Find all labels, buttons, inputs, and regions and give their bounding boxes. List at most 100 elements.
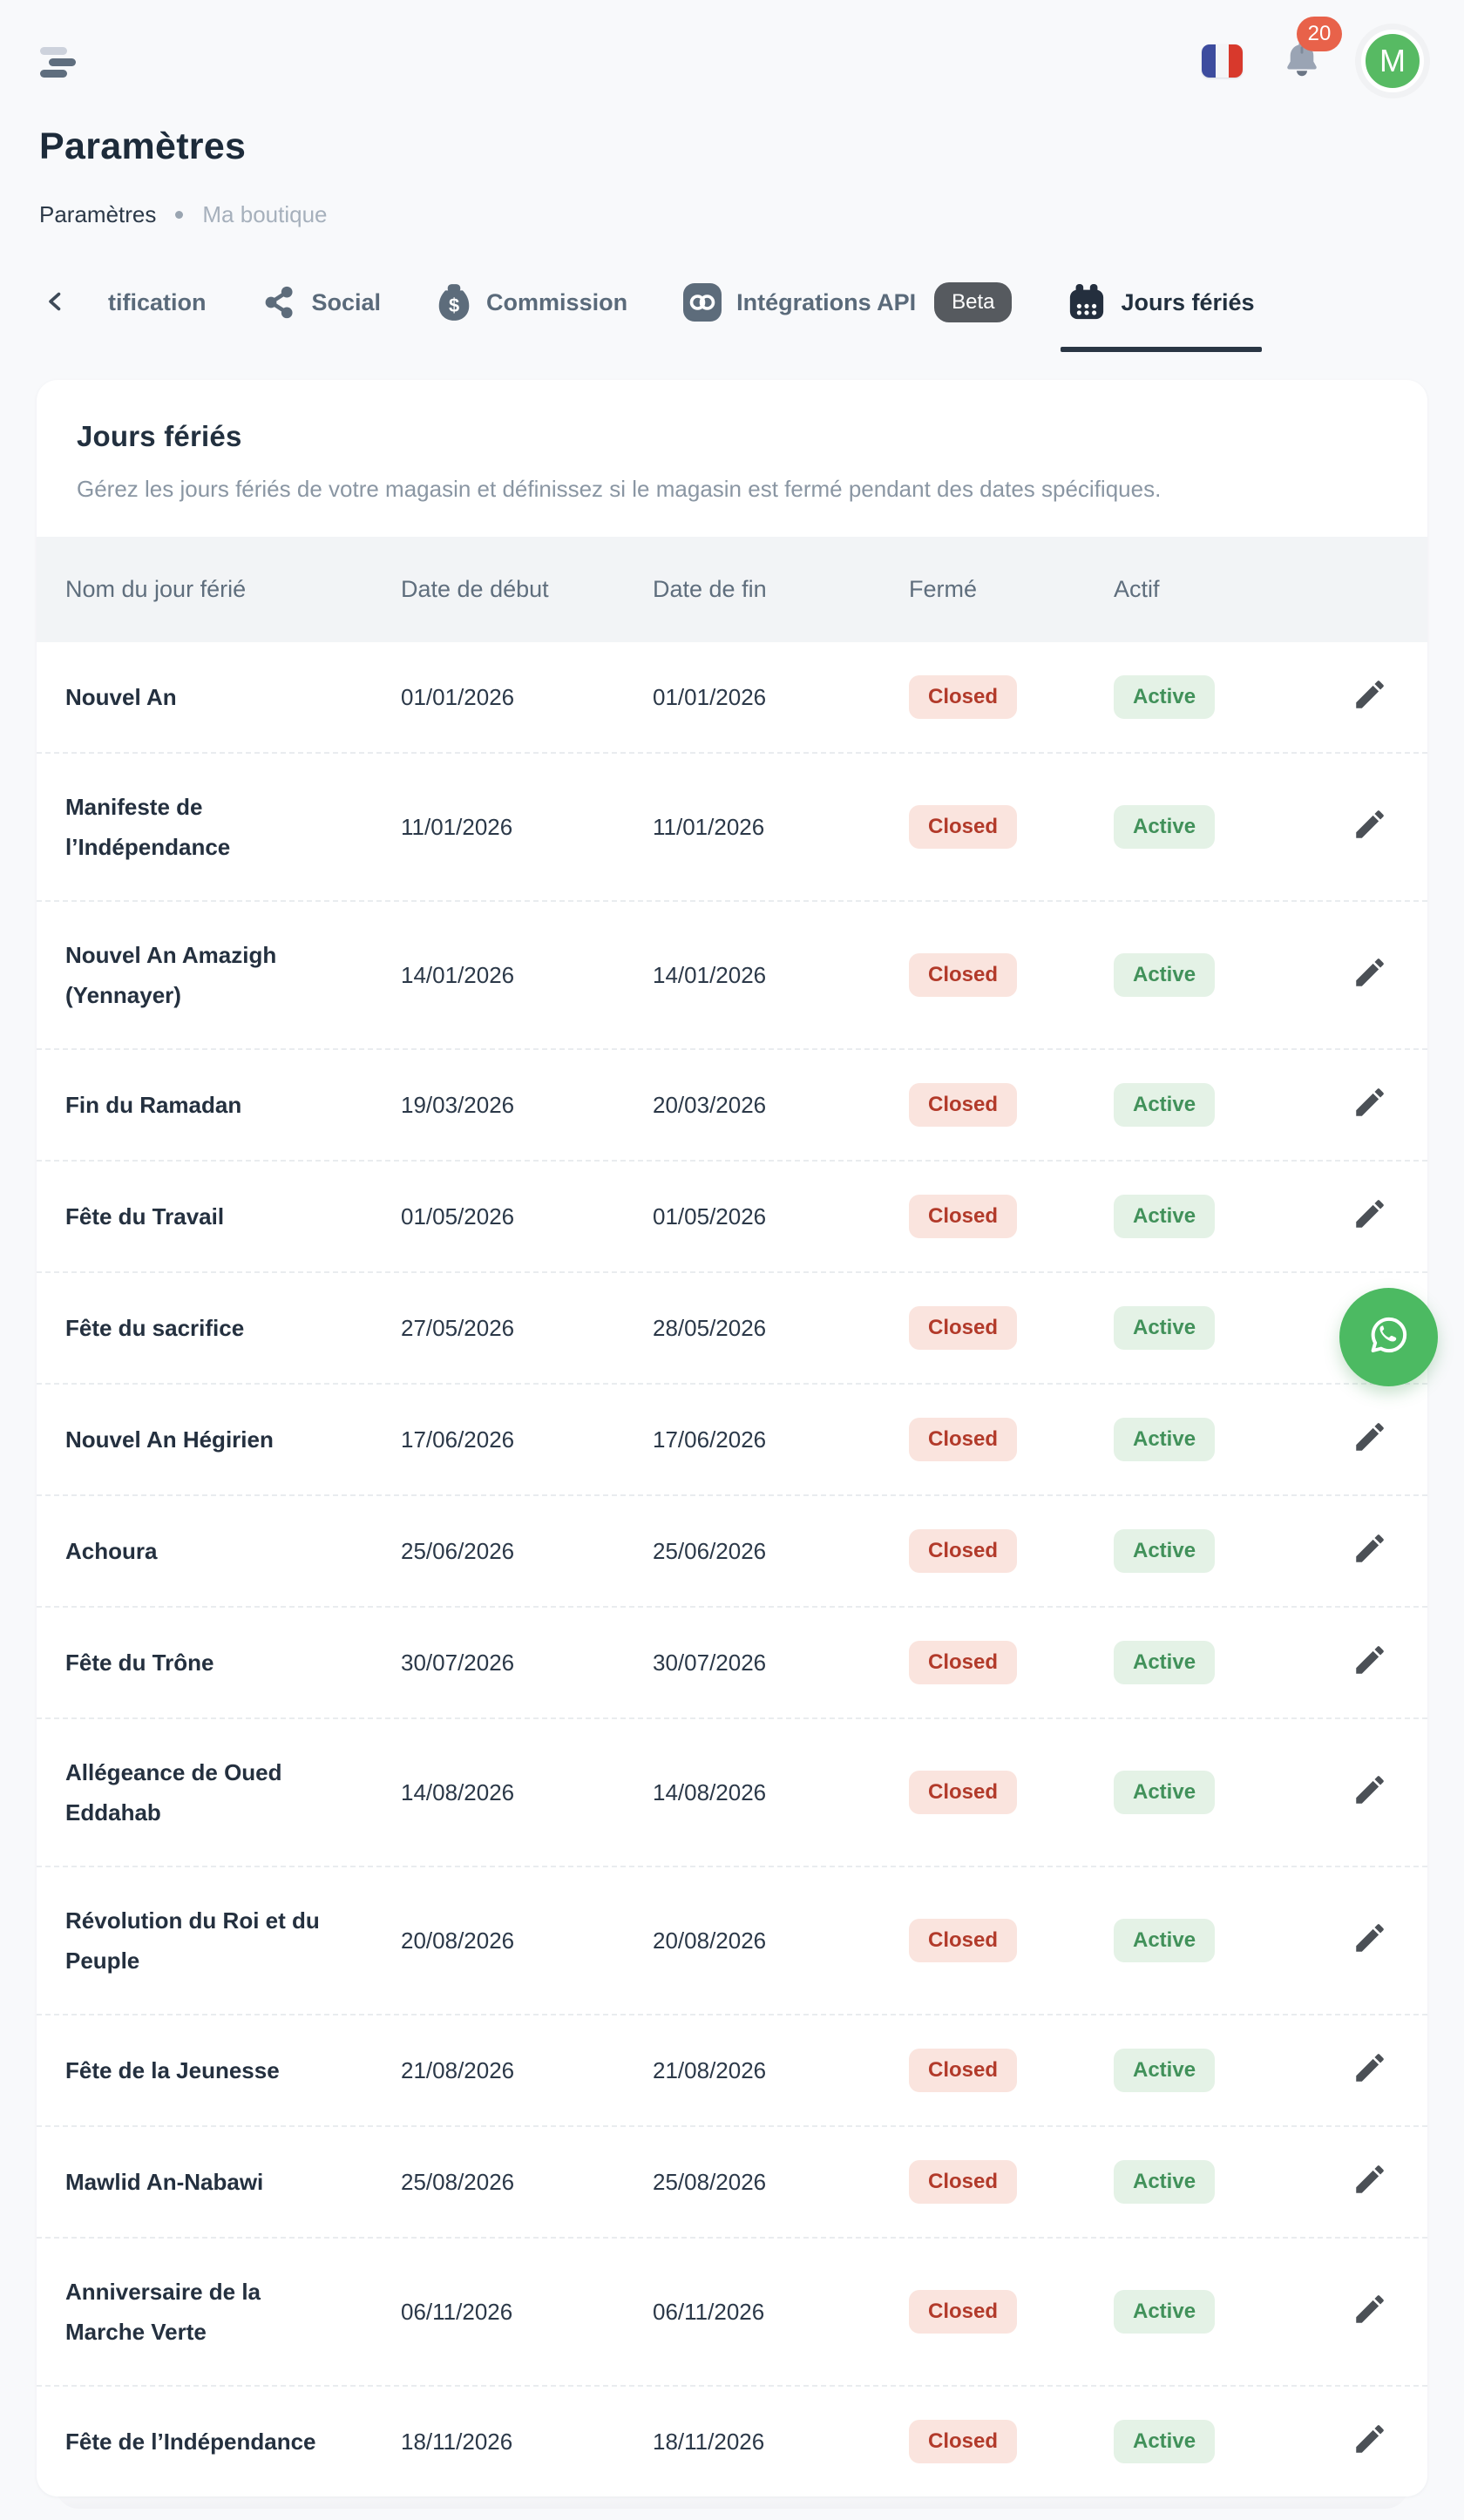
start-date: 06/11/2026 xyxy=(401,2298,513,2325)
menu-toggle-button[interactable] xyxy=(35,39,82,83)
closed-status-badge: Closed xyxy=(909,2160,1018,2204)
active-status-badge: Active xyxy=(1114,1641,1216,1684)
closed-status-badge: Closed xyxy=(909,953,1018,997)
end-date: 21/08/2026 xyxy=(653,2056,767,2083)
whatsapp-button[interactable] xyxy=(1339,1288,1438,1386)
edit-holiday-button[interactable] xyxy=(1352,806,1388,849)
start-date: 11/01/2026 xyxy=(401,813,513,840)
active-status-badge: Active xyxy=(1114,1083,1216,1127)
active-status-badge: Active xyxy=(1114,675,1216,719)
pencil-icon xyxy=(1352,1771,1388,1814)
notification-count-badge: 20 xyxy=(1297,16,1342,51)
table-row: Nouvel An Hégirien 17/06/2026 17/06/2026… xyxy=(37,1383,1427,1494)
top-bar-actions: 20 M xyxy=(1202,16,1424,92)
edit-holiday-button[interactable] xyxy=(1352,1084,1388,1127)
end-date: 25/06/2026 xyxy=(653,1537,767,1564)
holiday-name: Mawlid An-Nabawi xyxy=(65,2169,264,2195)
table-header-row: Nom du jour férié Date de début Date de … xyxy=(37,537,1427,642)
edit-holiday-button[interactable] xyxy=(1352,2291,1388,2334)
edit-holiday-button[interactable] xyxy=(1352,1196,1388,1238)
start-date: 27/05/2026 xyxy=(401,1314,515,1341)
edit-holiday-button[interactable] xyxy=(1352,1642,1388,1684)
edit-holiday-button[interactable] xyxy=(1352,1419,1388,1461)
tab-notification-label: tification xyxy=(108,288,207,315)
table-row: Achoura 25/06/2026 25/06/2026 Closed Act… xyxy=(37,1494,1427,1606)
breadcrumb: Paramètres Ma boutique xyxy=(39,201,1464,228)
edit-holiday-button[interactable] xyxy=(1352,2049,1388,2092)
tab-social[interactable]: Social xyxy=(262,282,382,322)
active-status-badge: Active xyxy=(1114,2160,1216,2204)
column-header-active: Actif xyxy=(1114,576,1160,602)
closed-status-badge: Closed xyxy=(909,1771,1018,1814)
start-date: 14/01/2026 xyxy=(401,961,515,988)
tab-notification[interactable]: tification xyxy=(108,282,207,322)
pencil-icon xyxy=(1352,1530,1388,1573)
edit-holiday-button[interactable] xyxy=(1352,2421,1388,2463)
start-date: 25/06/2026 xyxy=(401,1537,515,1564)
holiday-name: Fête du sacrifice xyxy=(65,1315,245,1341)
holiday-name: Achoura xyxy=(65,1538,158,1564)
page-title: Paramètres xyxy=(39,125,247,167)
end-date: 01/01/2026 xyxy=(653,683,767,710)
end-date: 28/05/2026 xyxy=(653,1314,767,1341)
table-row: Fin du Ramadan 19/03/2026 20/03/2026 Clo… xyxy=(37,1048,1427,1160)
tab-integrations-api[interactable]: Intégrations API Beta xyxy=(683,282,1013,322)
notifications-button[interactable]: 20 xyxy=(1283,16,1342,85)
start-date: 01/01/2026 xyxy=(401,683,515,710)
money-bag-icon: $ xyxy=(437,282,471,322)
holidays-card: Jours fériés Gérez les jours fériés de v… xyxy=(37,380,1427,2509)
table-row: Révolution du Roi et du Peuple 20/08/202… xyxy=(37,1866,1427,2014)
holiday-name: Manifeste de l’Indépendance xyxy=(65,794,231,860)
pencil-icon xyxy=(1352,806,1388,849)
column-header-closed: Fermé xyxy=(909,576,978,602)
table-row: Fête de l’Indépendance 18/11/2026 18/11/… xyxy=(37,2385,1427,2496)
holiday-name: Fête du Trône xyxy=(65,1650,214,1676)
holiday-name: Révolution du Roi et du Peuple xyxy=(65,1907,320,1974)
flag-red-stripe xyxy=(1229,44,1243,78)
holiday-name: Anniversaire de la Marche Verte xyxy=(65,2279,261,2345)
edit-holiday-button[interactable] xyxy=(1352,1920,1388,1962)
end-date: 18/11/2026 xyxy=(653,2428,765,2455)
end-date: 25/08/2026 xyxy=(653,2168,767,2195)
tab-jours-feries[interactable]: Jours fériés xyxy=(1061,282,1262,352)
tab-commission[interactable]: $ Commission xyxy=(437,282,627,322)
end-date: 14/08/2026 xyxy=(653,1778,767,1805)
active-status-badge: Active xyxy=(1114,1418,1216,1461)
pencil-icon xyxy=(1352,2161,1388,2204)
tabs-scroll-left-button[interactable] xyxy=(42,288,70,318)
edit-holiday-button[interactable] xyxy=(1352,676,1388,719)
edit-holiday-button[interactable] xyxy=(1352,1530,1388,1573)
active-status-badge: Active xyxy=(1114,1529,1216,1573)
svg-text:$: $ xyxy=(449,295,459,316)
closed-status-badge: Closed xyxy=(909,2420,1018,2463)
start-date: 01/05/2026 xyxy=(401,1202,515,1230)
table-row: Fête de la Jeunesse 21/08/2026 21/08/202… xyxy=(37,2014,1427,2125)
table-row: Fête du sacrifice 27/05/2026 28/05/2026 … xyxy=(37,1271,1427,1383)
flag-blue-stripe xyxy=(1202,44,1216,78)
end-date: 17/06/2026 xyxy=(653,1426,767,1453)
closed-status-badge: Closed xyxy=(909,805,1018,849)
table-row: Mawlid An-Nabawi 25/08/2026 25/08/2026 C… xyxy=(37,2125,1427,2237)
tab-social-label: Social xyxy=(311,288,382,315)
pencil-icon xyxy=(1352,954,1388,997)
closed-status-badge: Closed xyxy=(909,1306,1018,1350)
edit-holiday-button[interactable] xyxy=(1352,954,1388,997)
holidays-card-header: Jours fériés Gérez les jours fériés de v… xyxy=(37,380,1427,537)
table-row: Fête du Trône 30/07/2026 30/07/2026 Clos… xyxy=(37,1606,1427,1717)
edit-holiday-button[interactable] xyxy=(1352,1771,1388,1814)
column-header-end: Date de fin xyxy=(653,576,767,602)
pencil-icon xyxy=(1352,2421,1388,2463)
holiday-name: Fête du Travail xyxy=(65,1203,225,1230)
holiday-name: Nouvel An xyxy=(65,684,177,710)
breadcrumb-item-parametres[interactable]: Paramètres xyxy=(39,201,157,227)
end-date: 11/01/2026 xyxy=(653,813,765,840)
closed-status-badge: Closed xyxy=(909,1641,1018,1684)
top-bar: 20 M xyxy=(0,0,1464,92)
active-status-badge: Active xyxy=(1114,2049,1216,2092)
avatar[interactable]: M xyxy=(1361,30,1424,92)
start-date: 19/03/2026 xyxy=(401,1091,515,1118)
start-date: 17/06/2026 xyxy=(401,1426,515,1453)
language-switcher-flag[interactable] xyxy=(1202,44,1243,78)
pencil-icon xyxy=(1352,2049,1388,2092)
edit-holiday-button[interactable] xyxy=(1352,2161,1388,2204)
